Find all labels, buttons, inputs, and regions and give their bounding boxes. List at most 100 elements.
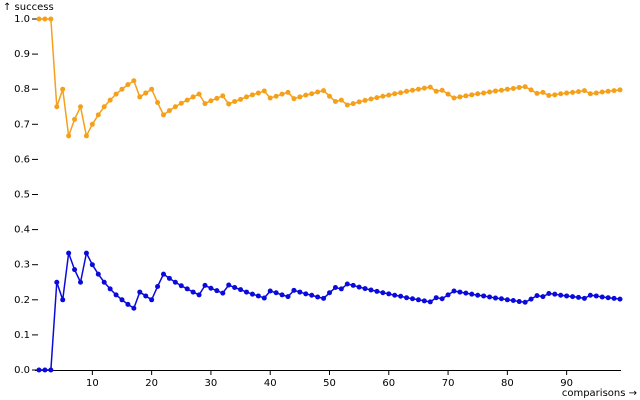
point: [214, 95, 220, 101]
y-tick-label: 0.3: [14, 260, 30, 271]
point: [439, 296, 445, 302]
point: [315, 294, 321, 300]
point: [196, 91, 202, 97]
point: [362, 286, 368, 292]
point: [350, 101, 356, 107]
point: [267, 95, 273, 101]
point: [356, 284, 362, 290]
point: [285, 294, 291, 300]
point: [184, 97, 190, 103]
y-axis-label: ↑ success: [3, 2, 54, 13]
point: [587, 292, 593, 298]
point: [161, 112, 166, 118]
point: [89, 262, 95, 268]
point: [481, 293, 487, 299]
point: [516, 84, 522, 90]
point: [83, 250, 89, 256]
y-tick-label: 0.4: [14, 225, 30, 236]
point: [143, 293, 149, 299]
point: [558, 292, 564, 298]
point: [570, 294, 576, 300]
point: [89, 121, 95, 127]
point: [261, 88, 267, 94]
point: [611, 88, 617, 94]
point: [368, 96, 374, 102]
point: [558, 91, 564, 97]
point: [398, 293, 404, 299]
point: [415, 297, 421, 303]
x-tick-label: 50: [323, 378, 336, 389]
point: [232, 98, 238, 104]
point: [487, 294, 493, 300]
point: [273, 93, 279, 99]
point: [510, 85, 516, 91]
point: [546, 290, 552, 296]
point: [475, 91, 481, 97]
point: [410, 87, 415, 93]
point: [356, 99, 362, 105]
point: [196, 292, 202, 298]
point: [66, 133, 72, 139]
point: [131, 305, 137, 311]
y-tick-label: 1.0: [14, 14, 30, 25]
point: [564, 90, 570, 96]
point: [267, 288, 273, 294]
point: [101, 104, 107, 110]
point: [617, 87, 623, 93]
point: [184, 286, 190, 292]
point: [178, 283, 184, 289]
point: [72, 116, 78, 122]
point: [315, 89, 321, 95]
point: [504, 86, 510, 92]
point: [504, 297, 510, 303]
point: [552, 92, 558, 98]
point: [493, 295, 498, 301]
x-tick-label: 30: [205, 378, 218, 389]
point: [249, 291, 255, 297]
point: [605, 295, 611, 301]
y-tick-label: 0.1: [14, 330, 30, 341]
point: [362, 97, 368, 103]
point: [498, 87, 504, 93]
point: [113, 292, 119, 298]
point: [392, 292, 398, 298]
point: [137, 94, 143, 100]
point: [564, 293, 570, 299]
point: [42, 367, 48, 373]
point: [338, 97, 344, 103]
point: [244, 94, 249, 100]
y-tick-label: 0.2: [14, 295, 30, 306]
point: [291, 96, 297, 102]
point: [433, 295, 439, 301]
point: [350, 282, 356, 288]
point: [498, 296, 504, 302]
point: [95, 271, 101, 277]
point: [125, 82, 131, 88]
point: [226, 282, 232, 288]
point: [463, 93, 469, 99]
point: [493, 88, 498, 94]
point: [101, 279, 107, 285]
point: [445, 292, 451, 298]
point: [421, 298, 427, 304]
point: [255, 293, 261, 299]
point: [451, 95, 457, 101]
point: [599, 294, 605, 300]
point: [386, 92, 392, 98]
y-tick-label: 0.9: [14, 49, 30, 60]
point: [344, 102, 350, 108]
point: [60, 297, 66, 303]
point: [605, 88, 611, 94]
x-tick-label: 80: [501, 378, 514, 389]
point: [202, 282, 208, 288]
point: [107, 97, 113, 103]
point: [309, 292, 315, 298]
point: [95, 112, 101, 118]
point: [166, 275, 172, 281]
point: [261, 295, 267, 301]
point: [410, 296, 415, 302]
y-tick-label: 0.5: [14, 190, 30, 201]
point: [83, 133, 89, 139]
point: [220, 93, 226, 99]
